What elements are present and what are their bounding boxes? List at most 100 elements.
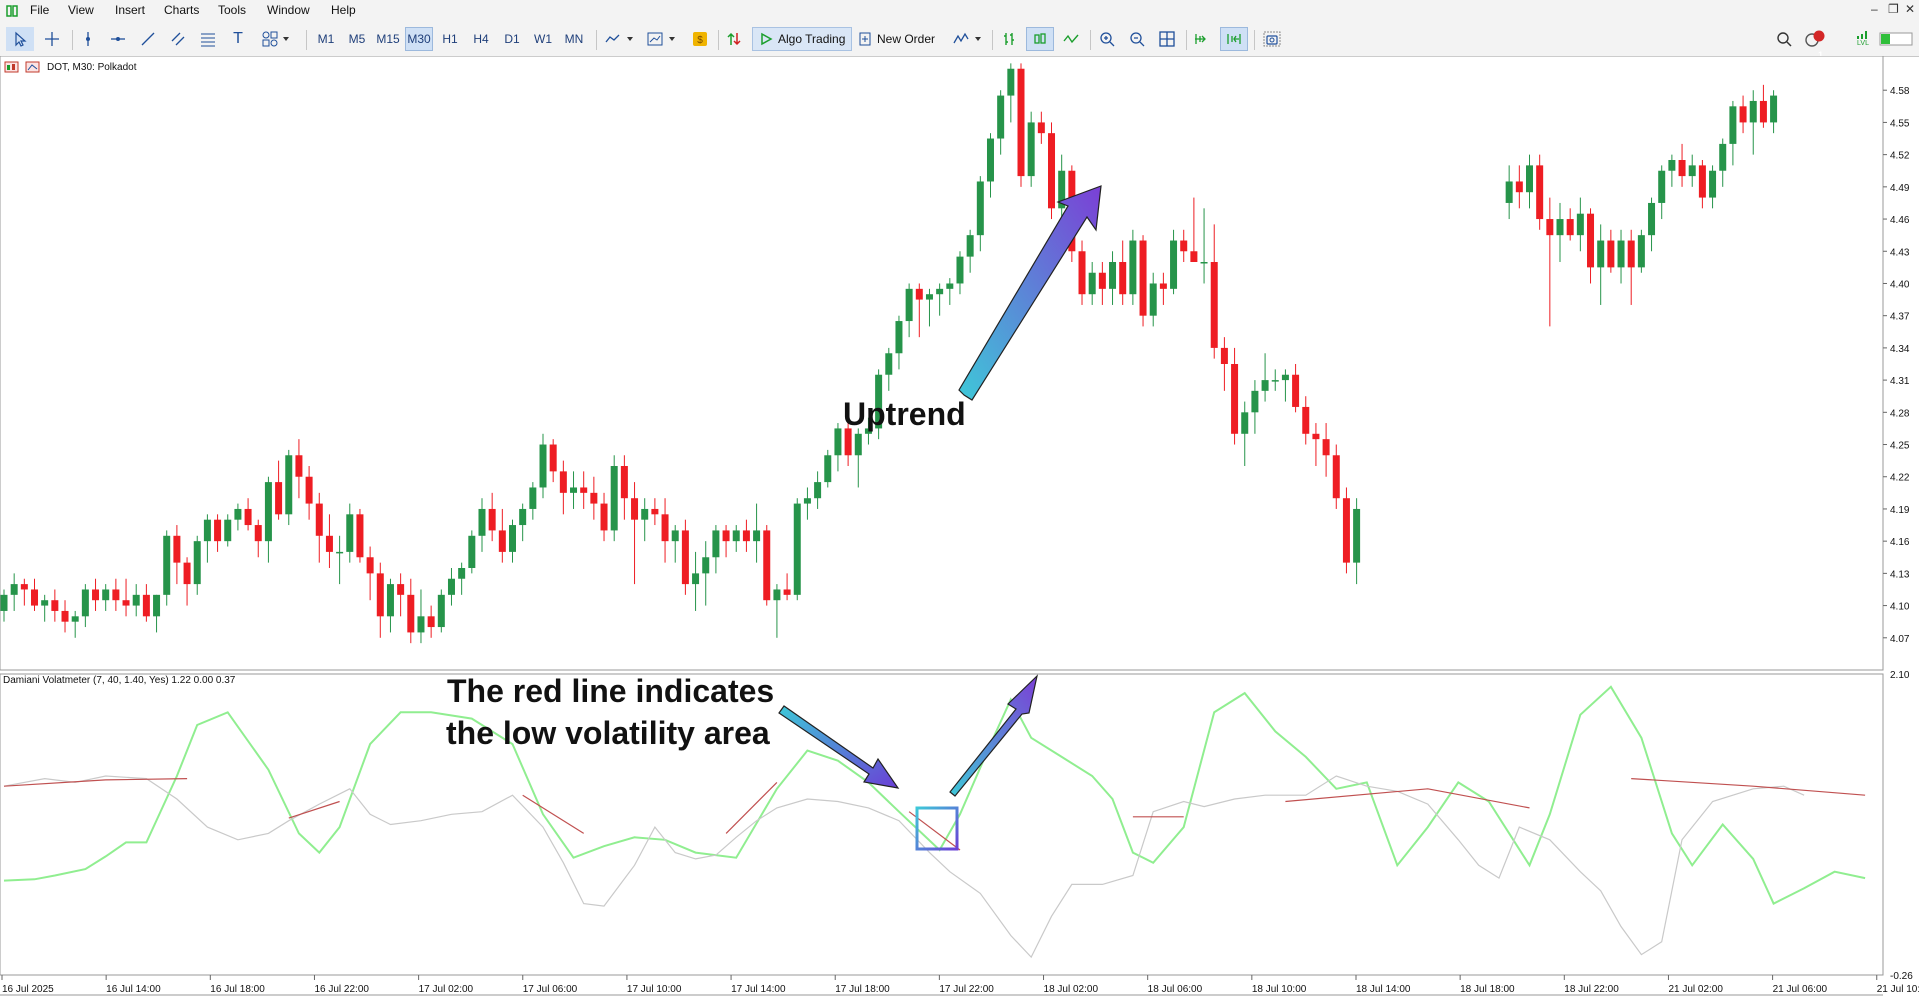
candle-bear bbox=[600, 503, 608, 531]
candle-bull bbox=[41, 600, 49, 606]
candle-bear bbox=[366, 557, 374, 574]
candle-bear bbox=[1342, 498, 1350, 563]
cursor-tool-icon[interactable] bbox=[6, 27, 34, 51]
chart-window[interactable]: 4.58 4.55 4.52 4.49 4.46 4.43 4.40 4.37 4.34 4.31… bbox=[0, 56, 1919, 996]
candle-bear bbox=[31, 589, 39, 606]
market-icon[interactable]: $ bbox=[688, 27, 712, 51]
candle-bear bbox=[20, 584, 28, 590]
price-tick-label: 4.13 bbox=[1890, 569, 1910, 580]
time-tick-label: 18 Jul 18:00 bbox=[1460, 984, 1515, 995]
zoom-out-icon[interactable] bbox=[1124, 27, 1150, 51]
bar-chart-icon[interactable] bbox=[996, 27, 1022, 51]
candle-bear bbox=[1048, 133, 1056, 209]
time-tick-label: 21 Jul 06:00 bbox=[1773, 984, 1828, 995]
candle-bear bbox=[620, 466, 628, 499]
timeframe-h1[interactable]: H1 bbox=[442, 32, 458, 46]
candle-bear bbox=[1210, 262, 1218, 348]
candle-bull bbox=[1658, 170, 1666, 203]
time-tick-label: 17 Jul 02:00 bbox=[419, 984, 474, 995]
channel-icon[interactable] bbox=[166, 27, 190, 51]
autoscroll-icon[interactable] bbox=[1190, 27, 1216, 51]
callout-arrow bbox=[778, 705, 900, 789]
candle-bull bbox=[885, 353, 893, 375]
candle-bear bbox=[915, 288, 923, 300]
chart-canvas[interactable]: 4.58 4.55 4.52 4.49 4.46 4.43 4.40 4.37 4.34 4.31… bbox=[0, 56, 1919, 996]
vertical-line-icon[interactable] bbox=[76, 27, 100, 51]
candle-bear bbox=[397, 584, 405, 595]
candle-bull bbox=[509, 525, 516, 552]
candle-bull bbox=[1281, 374, 1289, 381]
low-volatility-line bbox=[3, 778, 188, 787]
candle-bull bbox=[539, 444, 547, 488]
candle-bull bbox=[1170, 240, 1178, 289]
timeframe-m5[interactable]: M5 bbox=[348, 32, 366, 46]
timeframe-d1[interactable]: D1 bbox=[504, 32, 520, 46]
menu-charts[interactable]: Charts bbox=[164, 3, 200, 17]
candle-bull bbox=[854, 433, 862, 456]
price-tick-label: 4.52 bbox=[1890, 151, 1910, 162]
restore-icon[interactable]: ❐ bbox=[1888, 2, 1899, 16]
uptrend-arrow bbox=[958, 185, 1102, 401]
candle-bull bbox=[997, 95, 1005, 139]
menu-tools[interactable]: Tools bbox=[218, 3, 247, 17]
tile-windows-icon[interactable] bbox=[1154, 27, 1180, 51]
candle-bull bbox=[1241, 412, 1249, 434]
fibonacci-icon[interactable] bbox=[196, 27, 220, 51]
indicator-pane bbox=[0, 673, 1884, 976]
candle-bull bbox=[1617, 240, 1625, 268]
menu-help[interactable]: Help bbox=[331, 3, 356, 17]
notifications-icon[interactable] bbox=[1802, 27, 1828, 51]
chart-shift-icon[interactable] bbox=[1220, 27, 1248, 51]
time-tick-label: 16 Jul 22:00 bbox=[314, 984, 369, 995]
shapes-menu-icon[interactable] bbox=[256, 27, 296, 51]
close-icon[interactable]: ✕ bbox=[1905, 2, 1916, 16]
indicator-line bbox=[3, 775, 1805, 959]
indicators-menu-icon[interactable] bbox=[950, 27, 986, 51]
candle-bear bbox=[325, 535, 333, 552]
candle-bull bbox=[1251, 390, 1259, 413]
candle-bear bbox=[681, 530, 689, 585]
notification-count: 1 bbox=[1818, 50, 1824, 60]
low-volatility-line bbox=[1285, 788, 1530, 809]
timeframe-m15[interactable]: M15 bbox=[376, 32, 400, 46]
algo-trading-button[interactable]: Algo Trading bbox=[752, 27, 852, 51]
line-chart-icon[interactable] bbox=[1058, 27, 1084, 51]
search-icon[interactable] bbox=[1772, 27, 1796, 51]
candle-bear bbox=[1098, 272, 1106, 289]
candle-bear bbox=[1698, 165, 1706, 198]
screenshot-icon[interactable] bbox=[1258, 27, 1286, 51]
candle-bull bbox=[1058, 170, 1066, 209]
zoom-in-icon[interactable] bbox=[1094, 27, 1120, 51]
templates-icon[interactable] bbox=[644, 27, 680, 51]
menu-insert[interactable]: Insert bbox=[115, 3, 146, 17]
candle-bull bbox=[447, 578, 455, 595]
candle-bull bbox=[203, 519, 211, 542]
candlestick-chart-icon[interactable] bbox=[1026, 27, 1054, 51]
timeframe-m30[interactable]: M30 bbox=[405, 27, 433, 51]
candle-bull bbox=[224, 519, 232, 542]
menu-view[interactable]: View bbox=[68, 3, 94, 17]
horizontal-line-icon[interactable] bbox=[106, 27, 130, 51]
menu-window[interactable]: Window bbox=[267, 3, 310, 17]
crosshair-icon[interactable] bbox=[38, 27, 66, 51]
chart-type-icon[interactable] bbox=[602, 27, 638, 51]
timeframe-m1[interactable]: M1 bbox=[317, 32, 335, 46]
new-order-button[interactable]: New Order bbox=[858, 27, 944, 51]
candle-bear bbox=[1119, 262, 1127, 295]
timeframe-mn[interactable]: MN bbox=[564, 32, 584, 46]
price-tick-label: 4.34 bbox=[1890, 344, 1910, 355]
candle-bull bbox=[193, 541, 201, 585]
timeframe-w1[interactable]: W1 bbox=[534, 32, 552, 46]
low-volatility-line bbox=[1631, 778, 1866, 796]
candle-bear bbox=[661, 514, 669, 542]
candle-bear bbox=[183, 562, 191, 585]
text-tool-icon[interactable]: T bbox=[233, 30, 243, 47]
candle-bull bbox=[956, 256, 964, 284]
candle-bear bbox=[1190, 251, 1198, 262]
timeframe-h4[interactable]: H4 bbox=[473, 32, 489, 46]
trendline-icon[interactable] bbox=[136, 27, 160, 51]
menu-file[interactable]: File bbox=[30, 3, 50, 17]
signals-icon[interactable] bbox=[722, 27, 746, 51]
indicator-tick-label: 2.10 bbox=[1890, 670, 1910, 681]
minimize-icon[interactable]: – bbox=[1871, 2, 1878, 16]
